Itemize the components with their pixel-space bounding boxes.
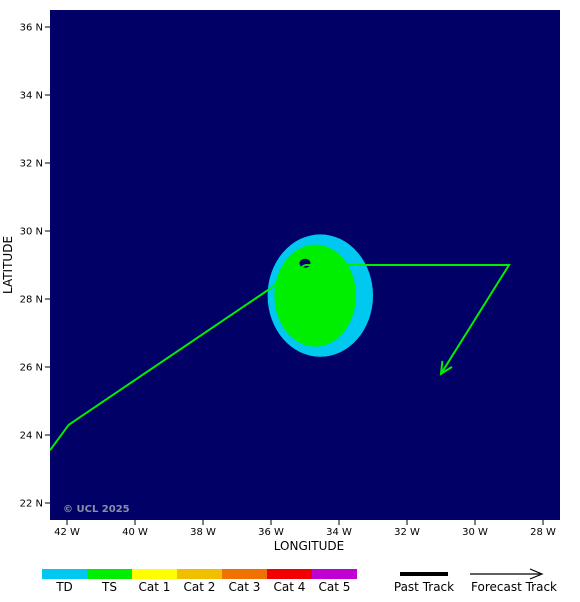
- forecast-track-line: [305, 264, 511, 375]
- legend-swatch: [222, 569, 267, 579]
- x-tick-label: 36 W: [258, 527, 284, 538]
- legend-label: Cat 1: [139, 580, 171, 594]
- y-tick-label: 34 N: [20, 91, 43, 102]
- ts-wind-field: [274, 244, 357, 347]
- legend-swatch: [42, 569, 87, 579]
- forecast-track-legend-arrowhead: [529, 568, 544, 580]
- forecast-arrowhead: [439, 360, 453, 376]
- legend-swatch: [267, 569, 312, 579]
- legend-label: TS: [101, 580, 117, 594]
- past-track-line: [50, 264, 306, 451]
- intensity-legend: TD TS Cat 1 Cat 2 Cat 3 Cat 4 Cat 5: [42, 569, 357, 594]
- x-axis-title: LONGITUDE: [274, 539, 344, 553]
- legend-label: Cat 3: [229, 580, 261, 594]
- x-tick-label: 42 W: [54, 527, 80, 538]
- past-track-legend-label: Past Track: [394, 580, 454, 594]
- x-tick-label: 30 W: [462, 527, 488, 538]
- y-tick-label: 30 N: [20, 227, 43, 238]
- forecast-track-legend-label: Forecast Track: [471, 580, 557, 594]
- x-tick-label: 28 W: [530, 527, 556, 538]
- copyright-watermark: © UCL 2025: [63, 504, 130, 515]
- legend-label: Cat 5: [319, 580, 351, 594]
- x-tick-label: 38 W: [190, 527, 216, 538]
- x-tick-label: 40 W: [122, 527, 148, 538]
- x-tick-label: 32 W: [394, 527, 420, 538]
- y-tick-label: 22 N: [20, 499, 43, 510]
- legend-label: Cat 2: [184, 580, 216, 594]
- legend-swatch: [132, 569, 177, 579]
- forecast-track-legend: Forecast Track: [470, 568, 557, 594]
- y-tick-label: 26 N: [20, 363, 43, 374]
- y-axis-title: LATITUDE: [1, 236, 15, 294]
- past-track-legend: Past Track: [394, 572, 454, 594]
- legend-swatch: [177, 569, 222, 579]
- legend-swatch: [312, 569, 357, 579]
- y-tick-label: 32 N: [20, 159, 43, 170]
- y-tick-label: 24 N: [20, 431, 43, 442]
- y-tick-label: 36 N: [20, 23, 43, 34]
- x-tick-label: 34 W: [326, 527, 352, 538]
- legend-label: Cat 4: [274, 580, 306, 594]
- legend-swatch: [87, 569, 132, 579]
- legend-label: TD: [55, 580, 73, 594]
- y-tick-label: 28 N: [20, 295, 43, 306]
